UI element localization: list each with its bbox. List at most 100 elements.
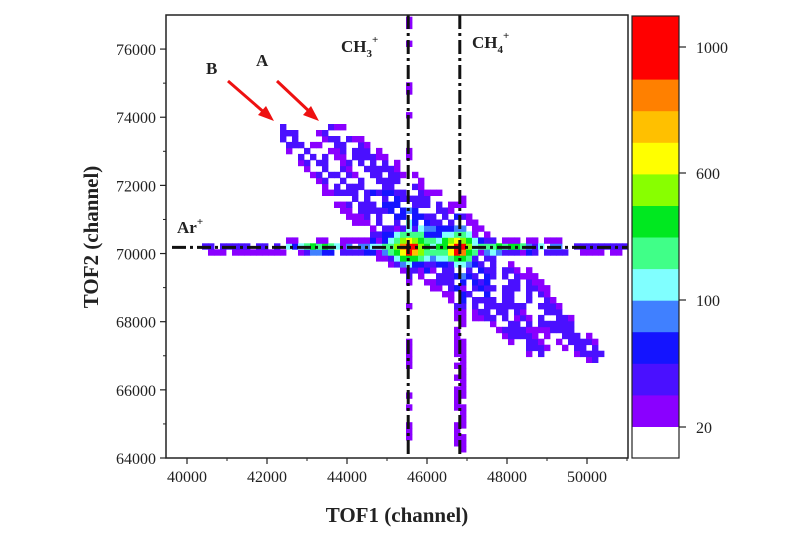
heatmap-cell (364, 141, 371, 149)
heatmap-cell (400, 189, 407, 196)
colorbar-band (632, 110, 679, 143)
heatmap-cell (508, 267, 515, 274)
heatmap-cell (436, 225, 443, 232)
heatmap-cell (358, 177, 365, 185)
heatmap-cell (484, 237, 491, 244)
heatmap-cell (430, 231, 437, 238)
heatmap-cell (406, 279, 413, 286)
heatmap-cell (340, 243, 347, 250)
heatmap-cell (592, 344, 599, 352)
heatmap-cell (412, 225, 419, 232)
streak-a-label: A (256, 51, 269, 70)
heatmap-cell (346, 249, 353, 256)
heatmap-cell (400, 249, 407, 256)
heatmap-cell (382, 189, 389, 196)
heatmap-cell (358, 207, 365, 214)
heatmap-cell (592, 356, 599, 363)
heatmap-cell (424, 189, 431, 196)
heatmap-cell (520, 273, 527, 280)
heatmap-cell (316, 237, 323, 244)
heatmap-cell (460, 356, 467, 363)
heatmap-cell (442, 261, 449, 268)
heatmap-cell (574, 344, 581, 352)
heatmap-cell (502, 314, 509, 322)
heatmap-cell (418, 243, 425, 250)
heatmap-cell (592, 243, 599, 250)
heatmap-cell (460, 303, 467, 310)
heatmap-cell (472, 279, 479, 286)
heatmap-cell (442, 249, 449, 256)
heatmap-cell (280, 124, 287, 131)
heatmap-cell (400, 267, 407, 274)
heatmap-cell (358, 249, 365, 256)
heatmap-cell (340, 159, 347, 167)
heatmap-cell (526, 291, 533, 298)
heatmap-cell (394, 165, 401, 173)
heatmap-cell (460, 255, 467, 262)
heatmap-cell (382, 231, 389, 238)
heatmap-cell (490, 243, 497, 250)
heatmap-cell (436, 201, 443, 208)
heatmap-cell (418, 195, 425, 202)
heatmap-cell (412, 183, 419, 191)
heatmap-cell (448, 255, 455, 262)
heatmap-cell (490, 261, 497, 268)
heatmap-cell (322, 249, 329, 256)
heatmap-cell (412, 261, 419, 268)
heatmap-cell (478, 285, 485, 292)
heatmap-cell (460, 201, 467, 208)
heatmap-cell (364, 153, 371, 161)
heatmap-cell (490, 255, 497, 262)
heatmap-cell (370, 171, 377, 179)
heatmap-cell (412, 201, 419, 208)
heatmap-cell (280, 130, 287, 137)
heatmap-cell (508, 303, 515, 310)
ch3-label-text: CH (341, 37, 367, 56)
heatmap-cell (376, 213, 383, 220)
heatmap-cell (454, 201, 461, 208)
heatmap-cell (544, 291, 551, 298)
heatmap-cell (478, 267, 485, 274)
heatmap-cell (532, 326, 539, 334)
heatmap-cell (394, 261, 401, 268)
heatmap-cell (286, 237, 293, 244)
heatmap-cell (394, 231, 401, 238)
heatmap-cell (298, 141, 305, 149)
heatmap-cell (418, 189, 425, 196)
heatmap-cell (310, 249, 317, 256)
heatmap-cell (454, 273, 461, 280)
heatmap-cell (490, 267, 497, 274)
heatmap-cell (448, 297, 455, 304)
heatmap-cell (376, 177, 383, 185)
colorbar-band (632, 394, 679, 427)
heatmap-cell (460, 291, 467, 298)
heatmap-cell (526, 297, 533, 304)
heatmap-cell (448, 279, 455, 286)
heatmap-cell (382, 201, 389, 208)
heatmap-cell (334, 189, 341, 196)
x-axis-label: TOF1 (channel) (326, 503, 469, 527)
heatmap-cell (478, 237, 485, 244)
heatmap-cell (532, 237, 539, 244)
heatmap-cell (352, 171, 359, 179)
heatmap-cell (484, 314, 491, 322)
heatmap-cell (526, 338, 533, 346)
x-axis: 40000 42000 44000 46000 48000 50000 (167, 458, 628, 486)
heatmap-cell (286, 141, 293, 149)
heatmap-cell (334, 147, 341, 155)
ar-label-text: Ar (177, 218, 197, 237)
heatmap-cell (430, 285, 437, 292)
heatmap-cell (364, 237, 371, 244)
x-tick-label: 50000 (567, 469, 607, 486)
heatmap-cell (400, 207, 407, 214)
heatmap-cell (412, 171, 419, 179)
heatmap-cell (436, 219, 443, 226)
heatmap-cell (562, 249, 569, 256)
heatmap-cell (538, 314, 545, 322)
ar-charge: + (197, 216, 203, 228)
y-axis: 64000 66000 68000 70000 72000 74000 76000 (116, 42, 166, 468)
heatmap-cell (436, 273, 443, 280)
heatmap-cell (526, 279, 533, 286)
x-tick-label: 40000 (167, 469, 207, 486)
heatmap-cell (514, 267, 521, 274)
